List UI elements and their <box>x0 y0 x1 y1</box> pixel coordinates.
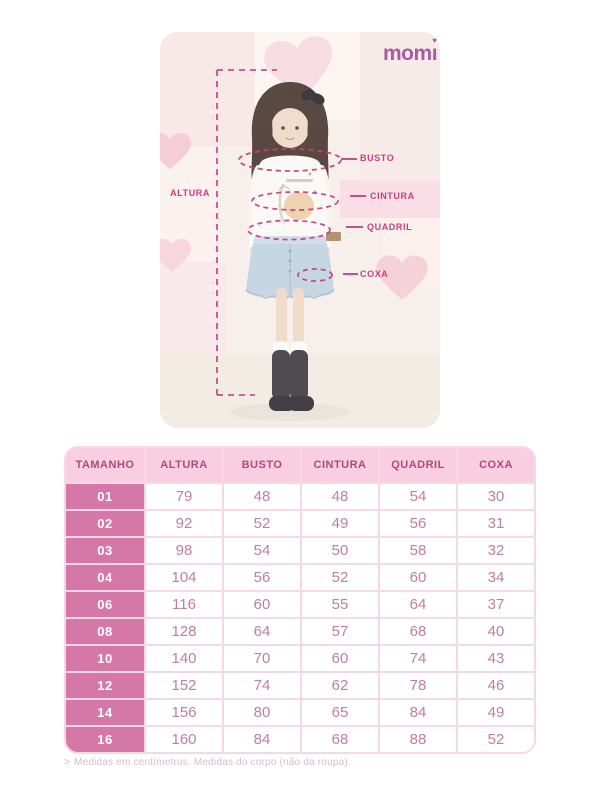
value-cell: 48 <box>222 482 300 509</box>
size-cell: 04 <box>66 563 144 590</box>
value-cell: 46 <box>456 671 534 698</box>
size-cell: 08 <box>66 617 144 644</box>
heart-icon <box>160 133 191 170</box>
value-cell: 57 <box>300 617 378 644</box>
value-cell: 65 <box>300 698 378 725</box>
heart-icon <box>160 239 191 272</box>
value-cell: 80 <box>222 698 300 725</box>
value-cell: 79 <box>144 482 222 509</box>
value-cell: 52 <box>222 509 300 536</box>
heart-icon: ♥ <box>432 36 437 45</box>
size-cell: 02 <box>66 509 144 536</box>
coxa-label: COXA <box>360 269 389 279</box>
value-cell: 156 <box>144 698 222 725</box>
value-cell: 68 <box>300 725 378 752</box>
brand-logo: mom ♥ ı <box>383 37 438 65</box>
value-cell: 68 <box>378 617 456 644</box>
size-cell: 01 <box>66 482 144 509</box>
value-cell: 60 <box>378 563 456 590</box>
size-cell: 10 <box>66 644 144 671</box>
value-cell: 48 <box>300 482 378 509</box>
value-cell: 78 <box>378 671 456 698</box>
value-cell: 32 <box>456 536 534 563</box>
value-cell: 84 <box>222 725 300 752</box>
value-cell: 92 <box>144 509 222 536</box>
quadril-ellipse <box>247 219 331 241</box>
value-cell: 52 <box>300 563 378 590</box>
value-cell: 37 <box>456 590 534 617</box>
value-cell: 152 <box>144 671 222 698</box>
header-cell: COXA <box>456 448 534 482</box>
heart-icon <box>376 255 428 300</box>
value-cell: 64 <box>378 590 456 617</box>
value-cell: 43 <box>456 644 534 671</box>
size-cell: 12 <box>66 671 144 698</box>
size-cell: 06 <box>66 590 144 617</box>
value-cell: 160 <box>144 725 222 752</box>
value-cell: 52 <box>456 725 534 752</box>
cintura-ellipse <box>251 191 339 211</box>
value-cell: 54 <box>222 536 300 563</box>
value-cell: 56 <box>378 509 456 536</box>
footnote-text: Medidas em centímetros. Medidas do corpo… <box>74 757 351 768</box>
value-cell: 31 <box>456 509 534 536</box>
quadril-label: QUADRIL <box>367 222 413 232</box>
measurement-overlay <box>216 69 366 396</box>
value-cell: 55 <box>300 590 378 617</box>
header-cell: CINTURA <box>300 448 378 482</box>
value-cell: 40 <box>456 617 534 644</box>
coxa-ellipse <box>297 268 333 282</box>
value-cell: 98 <box>144 536 222 563</box>
busto-label: BUSTO <box>360 153 395 163</box>
value-cell: 56 <box>222 563 300 590</box>
photo-scene <box>160 32 440 428</box>
value-cell: 74 <box>222 671 300 698</box>
busto-ellipse <box>238 148 342 172</box>
cintura-label: CINTURA <box>370 191 415 201</box>
header-cell: BUSTO <box>222 448 300 482</box>
value-cell: 49 <box>300 509 378 536</box>
size-cell: 16 <box>66 725 144 752</box>
value-cell: 58 <box>378 536 456 563</box>
value-cell: 64 <box>222 617 300 644</box>
value-cell: 116 <box>144 590 222 617</box>
value-cell: 70 <box>222 644 300 671</box>
header-cell: TAMANHO <box>66 448 144 482</box>
value-cell: 60 <box>222 590 300 617</box>
hair-bow <box>301 89 325 105</box>
heart-decorations <box>160 36 428 300</box>
size-table: TAMANHO ALTURA BUSTO CINTURA QUADRIL COXA 01 79… <box>64 446 536 754</box>
value-cell: 30 <box>456 482 534 509</box>
chevron-icon: > <box>64 757 71 768</box>
value-cell: 49 <box>456 698 534 725</box>
header-cell: QUADRIL <box>378 448 456 482</box>
value-cell: 140 <box>144 644 222 671</box>
altura-label: ALTURA <box>170 188 210 198</box>
value-cell: 60 <box>300 644 378 671</box>
heart-icon <box>264 36 333 98</box>
value-cell: 128 <box>144 617 222 644</box>
model-photo-card: ALTURA BUSTO CINTURA QUADRIL COXA mom ♥ ı <box>160 32 440 428</box>
size-cell: 03 <box>66 536 144 563</box>
value-cell: 84 <box>378 698 456 725</box>
size-cell: 14 <box>66 698 144 725</box>
footnote: > Medidas em centímetros. Medidas do corp… <box>64 757 351 768</box>
value-cell: 104 <box>144 563 222 590</box>
value-cell: 62 <box>300 671 378 698</box>
value-cell: 74 <box>378 644 456 671</box>
value-cell: 50 <box>300 536 378 563</box>
child-model-illustration <box>230 82 350 421</box>
header-cell: ALTURA <box>144 448 222 482</box>
value-cell: 54 <box>378 482 456 509</box>
brand-logo-text: mom <box>383 42 432 65</box>
value-cell: 34 <box>456 563 534 590</box>
brand-logo-i: ı <box>431 42 438 65</box>
value-cell: 88 <box>378 725 456 752</box>
